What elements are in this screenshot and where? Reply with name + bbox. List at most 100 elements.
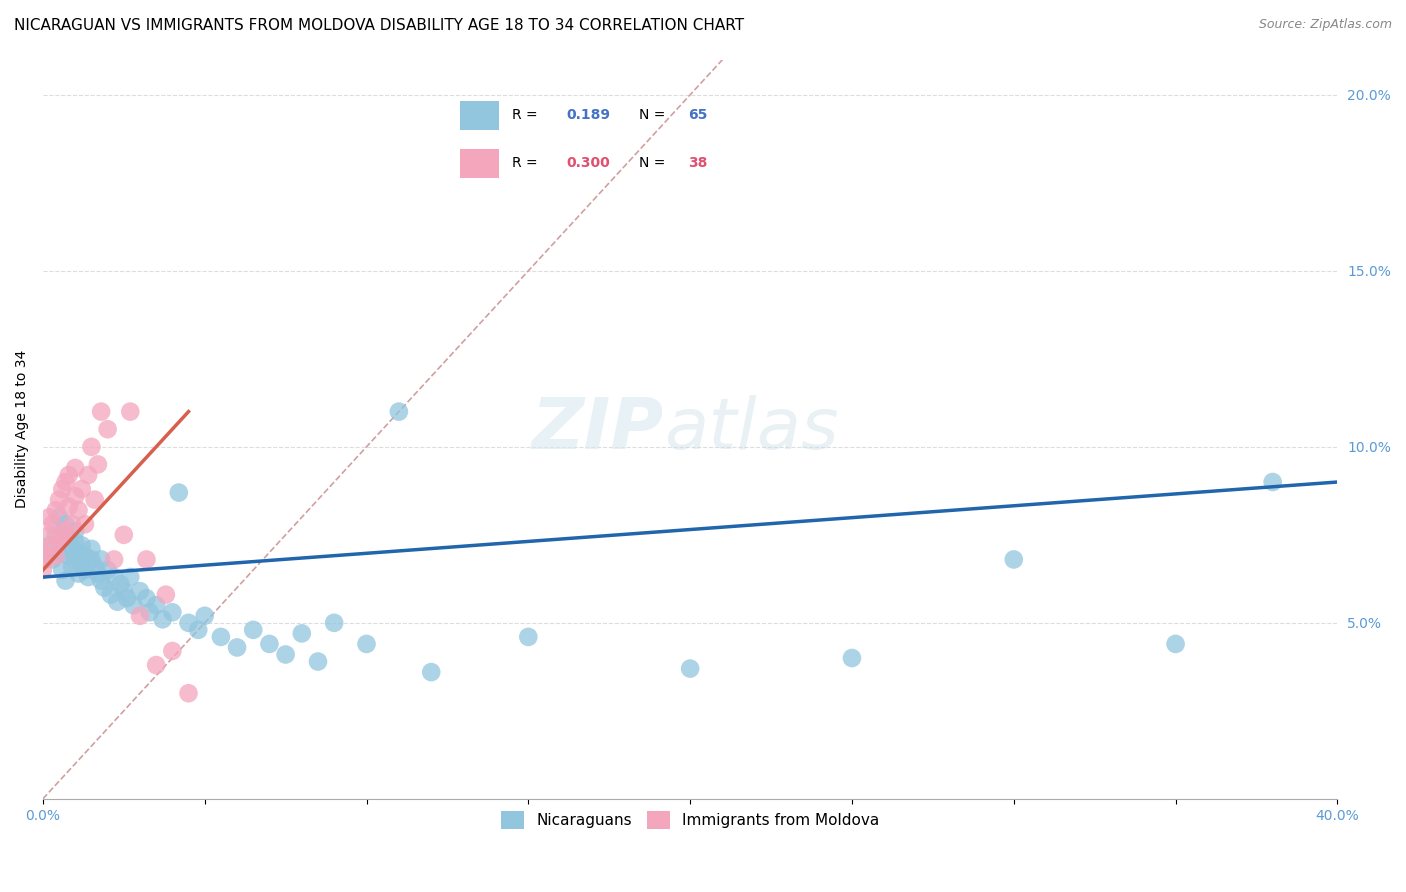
Point — [38, 538, 60, 552]
Point — [120, 404, 142, 418]
Point — [1002, 552, 1025, 566]
Point — [1164, 637, 1187, 651]
Point — [187, 623, 209, 637]
Point — [356, 637, 378, 651]
Point — [70, 538, 93, 552]
Point — [38, 528, 60, 542]
Point — [55, 524, 77, 539]
Point — [48, 545, 70, 559]
Point — [48, 534, 70, 549]
Point — [83, 559, 105, 574]
Point — [90, 574, 112, 588]
Point — [291, 626, 314, 640]
Point — [420, 665, 443, 679]
Point — [32, 563, 55, 577]
Point — [65, 534, 87, 549]
Point — [105, 595, 128, 609]
Point — [138, 605, 160, 619]
Text: atlas: atlas — [664, 395, 839, 464]
Point — [80, 440, 103, 454]
Point — [80, 541, 103, 556]
Point — [55, 574, 77, 588]
Point — [120, 570, 142, 584]
Legend: Nicaraguans, Immigrants from Moldova: Nicaraguans, Immigrants from Moldova — [495, 805, 886, 836]
Point — [259, 637, 281, 651]
Point — [65, 524, 87, 539]
Point — [242, 623, 264, 637]
Point — [115, 591, 138, 606]
Y-axis label: Disability Age 18 to 34: Disability Age 18 to 34 — [15, 350, 30, 508]
Point — [841, 651, 863, 665]
Point — [77, 467, 100, 482]
Point — [90, 404, 112, 418]
Point — [70, 556, 93, 570]
Point — [73, 517, 96, 532]
Point — [307, 655, 329, 669]
Point — [323, 615, 346, 630]
Point — [100, 588, 122, 602]
Point — [58, 467, 80, 482]
Point — [41, 552, 63, 566]
Text: Source: ZipAtlas.com: Source: ZipAtlas.com — [1258, 18, 1392, 31]
Point — [45, 549, 67, 563]
Point — [135, 591, 157, 606]
Point — [274, 648, 297, 662]
Text: ZIP: ZIP — [531, 395, 664, 464]
Point — [51, 563, 73, 577]
Point — [145, 598, 167, 612]
Point — [38, 510, 60, 524]
Point — [35, 552, 58, 566]
Point — [48, 492, 70, 507]
Point — [32, 545, 55, 559]
Point — [97, 422, 120, 436]
Point — [93, 581, 115, 595]
Point — [87, 566, 110, 581]
Point — [60, 517, 83, 532]
Point — [155, 588, 177, 602]
Point — [129, 608, 152, 623]
Point — [45, 528, 67, 542]
Point — [103, 552, 125, 566]
Point — [41, 517, 63, 532]
Point — [65, 461, 87, 475]
Point — [55, 475, 77, 489]
Point — [177, 615, 200, 630]
Point — [67, 566, 90, 581]
Point — [51, 528, 73, 542]
Text: NICARAGUAN VS IMMIGRANTS FROM MOLDOVA DISABILITY AGE 18 TO 34 CORRELATION CHART: NICARAGUAN VS IMMIGRANTS FROM MOLDOVA DI… — [14, 18, 744, 33]
Point — [679, 662, 702, 676]
Point — [194, 608, 217, 623]
Point — [226, 640, 249, 655]
Point — [90, 552, 112, 566]
Point — [167, 485, 190, 500]
Point — [60, 559, 83, 574]
Point — [48, 510, 70, 524]
Point — [162, 644, 184, 658]
Point — [65, 552, 87, 566]
Point — [122, 598, 145, 612]
Point — [41, 538, 63, 552]
Point — [58, 500, 80, 514]
Point — [135, 552, 157, 566]
Point — [209, 630, 232, 644]
Point — [103, 570, 125, 584]
Point — [77, 570, 100, 584]
Point — [177, 686, 200, 700]
Point — [58, 532, 80, 546]
Point — [110, 577, 132, 591]
Point — [388, 404, 411, 418]
Point — [60, 541, 83, 556]
Point — [112, 528, 135, 542]
Point — [80, 552, 103, 566]
Point — [73, 549, 96, 563]
Point — [70, 482, 93, 496]
Point — [83, 492, 105, 507]
Point — [51, 482, 73, 496]
Point — [129, 584, 152, 599]
Point — [517, 630, 540, 644]
Point — [55, 517, 77, 532]
Point — [97, 563, 120, 577]
Point — [45, 503, 67, 517]
Point — [145, 658, 167, 673]
Point — [73, 563, 96, 577]
